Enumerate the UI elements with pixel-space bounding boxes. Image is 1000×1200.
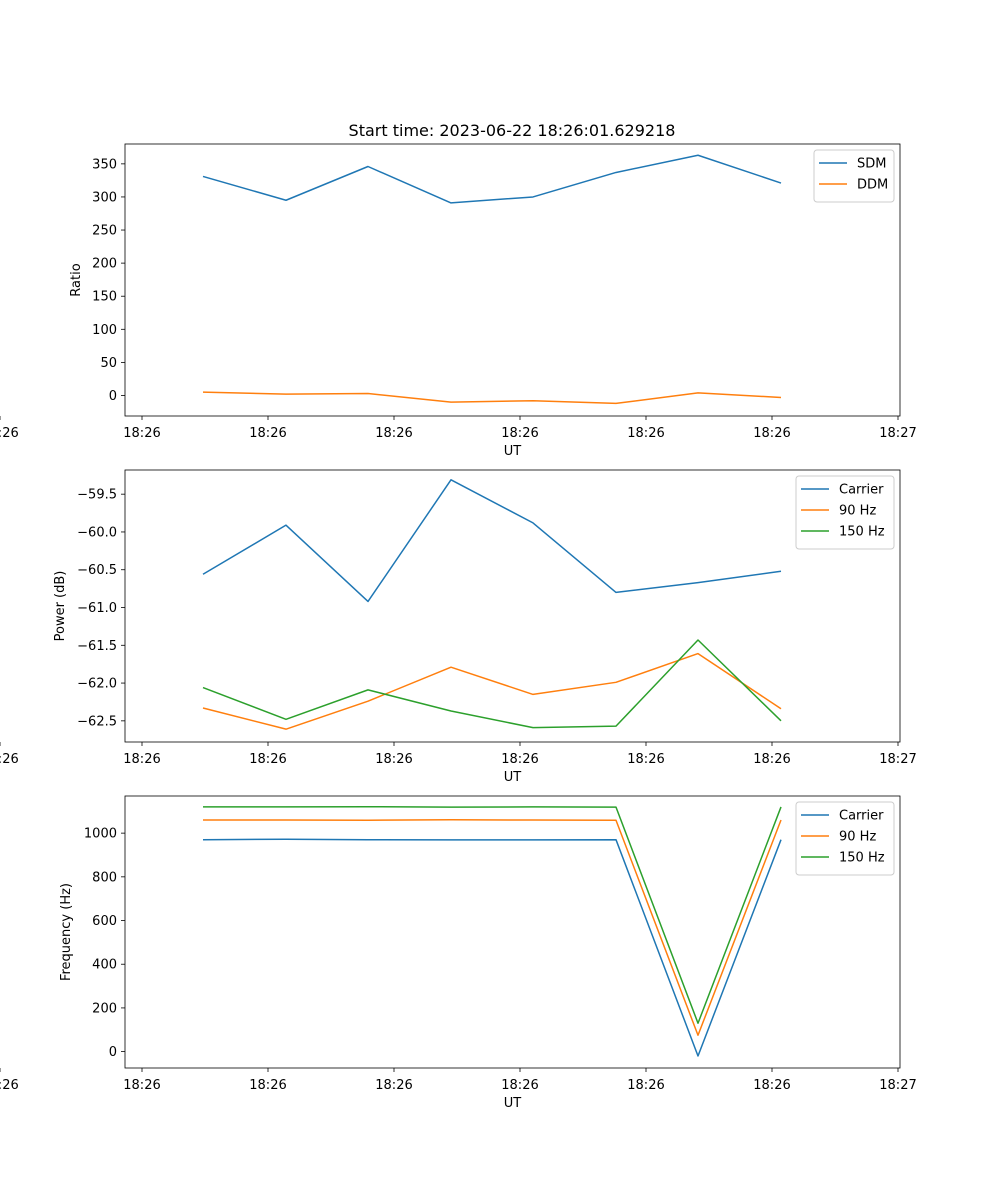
y-tick-label: −62.0 — [77, 677, 117, 692]
x-tick-label: 18:26 — [627, 1078, 664, 1093]
x-tick-label: 18:26 — [249, 752, 286, 767]
x-tick-label: 18:26 — [501, 752, 538, 767]
legend-label: 150 Hz — [839, 851, 885, 866]
legend-label: DDM — [857, 178, 888, 193]
y-tick-label: 0 — [109, 389, 117, 404]
legend-label: Carrier — [839, 809, 884, 824]
x-tick-label: 18:27 — [879, 752, 916, 767]
x-tick-label: 18:26 — [627, 752, 664, 767]
y-tick-label: 250 — [92, 224, 117, 239]
x-tick-label: 18:26 — [375, 426, 412, 441]
legend: Carrier 90 Hz 150 Hz — [795, 475, 895, 550]
plot-frame — [124, 469, 901, 743]
figure-title: Start time: 2023-06-22 18:26:01.629218 — [349, 121, 676, 140]
y-tick-label: 400 — [92, 958, 117, 973]
x-tick-label: 18:26 — [123, 752, 160, 767]
y-tick-label: −62.5 — [77, 714, 117, 729]
legend-label: 90 Hz — [839, 504, 876, 519]
legend-label: 150 Hz — [839, 525, 885, 540]
y-tick-label: 50 — [100, 356, 117, 371]
legend-label: 90 Hz — [839, 830, 876, 845]
y-tick-label: −61.0 — [77, 601, 117, 616]
plot-frame — [124, 795, 901, 1069]
x-tick-label: 18:26 — [375, 1078, 412, 1093]
plot-frame — [124, 143, 901, 417]
series-line-90-hz — [202, 652, 782, 730]
chart-panel-1: 0 50 100 150 200 250 300 350 18:26 18:26 18:26 18:2… — [0, 143, 917, 459]
x-axis-label: UT — [504, 770, 522, 785]
x-tick-label: 18:26 — [0, 752, 19, 767]
y-tick-label: −60.0 — [77, 525, 117, 540]
legend-label: Carrier — [839, 483, 884, 498]
series-line-ddm — [202, 391, 782, 405]
x-tick-label: 18:26 — [123, 426, 160, 441]
series-line-90-hz — [203, 819, 782, 1036]
y-tick-label: 0 — [109, 1045, 117, 1060]
y-tick-label: 350 — [92, 157, 117, 172]
y-tick-label: 300 — [92, 190, 117, 205]
legend: Carrier 90 Hz 150 Hz — [795, 801, 895, 876]
y-tick-label: 200 — [92, 257, 117, 272]
y-tick-label: 150 — [92, 290, 117, 305]
y-tick-label: 1000 — [84, 827, 117, 842]
x-tick-label: 18:26 — [375, 752, 412, 767]
x-tick-label: 18:26 — [627, 426, 664, 441]
chart-panel-2: −62.5 −62.0 −61.5 −61.0 −60.5 −60.0 −59.5 18:26… — [0, 469, 917, 785]
chart-panel-3: 0 200 400 600 800 1000 18:26 18:26 18:26 18:26 18:… — [0, 795, 917, 1111]
x-tick-label: 18:26 — [249, 1078, 286, 1093]
x-tick-label: 18:26 — [753, 426, 790, 441]
x-tick-label: 18:26 — [0, 1078, 19, 1093]
y-tick-label: −59.5 — [77, 488, 117, 503]
x-tick-label: 18:27 — [879, 1078, 916, 1093]
x-tick-label: 18:26 — [249, 426, 286, 441]
series-line-150-hz — [203, 805, 782, 1024]
y-tick-label: 100 — [92, 323, 117, 338]
x-tick-label: 18:26 — [753, 752, 790, 767]
x-tick-label: 18:27 — [879, 426, 916, 441]
legend-label: SDM — [857, 157, 886, 172]
y-axis-label: Frequency (Hz) — [59, 883, 74, 981]
y-axis-label: Power (dB) — [53, 571, 68, 642]
x-tick-label: 18:26 — [501, 1078, 538, 1093]
x-axis-label: UT — [504, 1096, 522, 1111]
y-tick-label: −60.5 — [77, 563, 117, 578]
x-tick-label: 18:26 — [753, 1078, 790, 1093]
x-tick-label: 18:26 — [501, 426, 538, 441]
y-axis-label: Ratio — [69, 263, 84, 296]
legend: SDM DDM — [813, 149, 895, 203]
y-tick-label: 200 — [92, 1001, 117, 1016]
x-tick-label: 18:26 — [123, 1078, 160, 1093]
y-tick-label: 600 — [92, 914, 117, 929]
series-line-150-hz — [202, 639, 782, 729]
y-tick-label: 800 — [92, 870, 117, 885]
series-line-sdm — [202, 154, 782, 204]
x-axis-label: UT — [504, 444, 522, 459]
x-tick-label: 18:26 — [0, 426, 19, 441]
series-line-carrier — [202, 479, 782, 603]
y-tick-label: −61.5 — [77, 639, 117, 654]
series-line-carrier — [202, 838, 782, 1057]
